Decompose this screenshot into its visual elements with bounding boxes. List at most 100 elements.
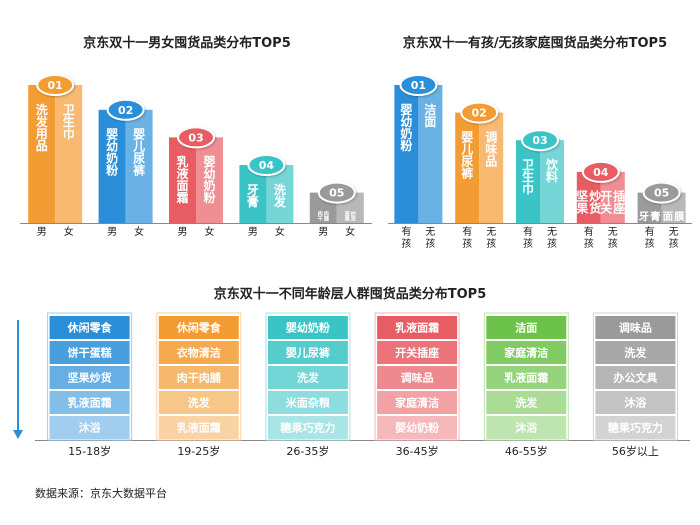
age-group-label: 15-18岁 xyxy=(68,444,111,458)
age-item-cell xyxy=(486,366,567,389)
family-rank-label: 02 xyxy=(472,107,487,120)
family-bar-label: 婴幼奶粉 xyxy=(400,103,412,153)
family-bar-label: 坚果炒货 xyxy=(575,190,601,216)
family-rank-badge xyxy=(460,101,499,124)
age-item-label: 洗发 xyxy=(624,346,647,360)
gender-x-label: 男 xyxy=(248,226,258,238)
gender-bar-label: 卫生巾 xyxy=(63,103,75,141)
age-item-cell xyxy=(486,341,567,364)
gender-bar-label: 婴幼奶粉 xyxy=(106,128,118,178)
age-group-label: 19-25岁 xyxy=(177,444,220,458)
age-item-cell xyxy=(158,341,239,364)
gender-rank-badge xyxy=(247,154,286,176)
family-x-label: 无孩 xyxy=(425,227,435,250)
age-item-label: 洁面 xyxy=(515,321,537,335)
age-chart-title: 京东双十一不同年龄层人群囤货品类分布TOP5 xyxy=(214,286,487,302)
family-rank-badge xyxy=(642,181,681,204)
age-item-label: 洗发 xyxy=(297,371,320,385)
age-item-cell xyxy=(49,316,130,339)
age-item-cell xyxy=(158,416,239,439)
gender-group-04: 牙膏男 洗发女 04 xyxy=(239,154,294,238)
age-item-cell xyxy=(267,366,348,389)
age-item-label: 开关插座 xyxy=(395,346,439,360)
age-item-cell xyxy=(377,391,458,414)
family-bar-label: 开关插座 xyxy=(600,189,625,216)
age-item-cell xyxy=(595,391,676,414)
gender-x-label: 女 xyxy=(64,225,74,238)
family-rank-badge xyxy=(581,160,620,183)
age-item-cell xyxy=(377,316,458,339)
age-item-cell xyxy=(49,416,130,439)
age-item-label: 肉干肉脯 xyxy=(177,371,221,385)
gender-bar-label: 婴幼奶粉 xyxy=(203,155,215,205)
age-item-label: 沐浴 xyxy=(79,421,102,435)
family-x-label: 无孩 xyxy=(608,227,618,250)
family-bar xyxy=(540,140,564,223)
family-rank-label: 04 xyxy=(593,166,609,179)
family-x-label: 有孩 xyxy=(523,225,533,250)
age-item-label: 休闲零食 xyxy=(176,321,222,335)
family-rank-label: 05 xyxy=(654,187,669,200)
data-source-note: 数据来源：京东大数据平台 xyxy=(35,486,167,500)
age-item-cell xyxy=(49,341,130,364)
family-bar xyxy=(455,112,480,223)
family-x-label: 有孩 xyxy=(401,225,411,250)
gender-rank-badge xyxy=(177,126,215,149)
age-item-cell xyxy=(486,316,567,339)
age-item-label: 糖果巧克力 xyxy=(608,421,663,435)
age-item-cell xyxy=(267,316,348,339)
gender-bar xyxy=(28,85,56,223)
gender-x-label: 女 xyxy=(205,225,215,238)
gender-bar-label: 婴儿尿裤 xyxy=(132,128,145,178)
family-bar xyxy=(418,85,443,223)
family-bar-label: 面膜 xyxy=(663,210,685,223)
age-item-cell xyxy=(595,416,676,439)
age-item-label: 调味品 xyxy=(619,321,652,335)
age-item-label: 家庭清洁 xyxy=(395,396,439,410)
age-group-label: 26-35岁 xyxy=(286,444,329,458)
age-item-cell xyxy=(49,391,130,414)
family-bar xyxy=(479,112,504,223)
age-item-cell xyxy=(267,416,348,439)
age-item-label: 米面杂粮 xyxy=(285,396,330,410)
gender-x-label: 女 xyxy=(345,225,355,238)
family-bar-label: 婴儿尿裤 xyxy=(460,130,473,180)
gender-bar-label: 乳液面霜 xyxy=(175,154,188,205)
family-rank-label: 03 xyxy=(532,134,547,147)
gender-chart-title: 京东双十一男女囤货品类分布TOP5 xyxy=(83,35,291,51)
age-item-label: 洗发 xyxy=(515,396,538,410)
family-bar xyxy=(394,85,419,223)
age-item-label: 糖果巧克力 xyxy=(280,421,335,435)
age-item-label: 乳液面霜 xyxy=(68,396,112,410)
gender-rank-label: 03 xyxy=(188,131,203,144)
age-item-cell xyxy=(267,341,348,364)
family-bar-label: 饮料 xyxy=(545,157,559,184)
age-item-label: 乳液面霜 xyxy=(177,421,221,435)
age-item-label: 婴幼奶粉 xyxy=(395,421,439,435)
gender-bar xyxy=(55,85,83,223)
gender-bar-label: 肉干肉脯 xyxy=(318,209,330,222)
family-x-label: 有孩 xyxy=(584,225,594,250)
age-item-cell xyxy=(158,391,239,414)
gender-rank-badge xyxy=(36,74,75,96)
age-item-cell xyxy=(486,416,567,439)
age-item-label: 坚果炒货 xyxy=(68,371,112,385)
age-item-label: 衣物清洁 xyxy=(177,346,221,360)
age-item-label: 乳液面霜 xyxy=(395,321,439,335)
family-bar xyxy=(516,140,540,223)
age-item-label: 家庭清洁 xyxy=(504,346,548,360)
gender-rank-badge xyxy=(317,181,356,204)
